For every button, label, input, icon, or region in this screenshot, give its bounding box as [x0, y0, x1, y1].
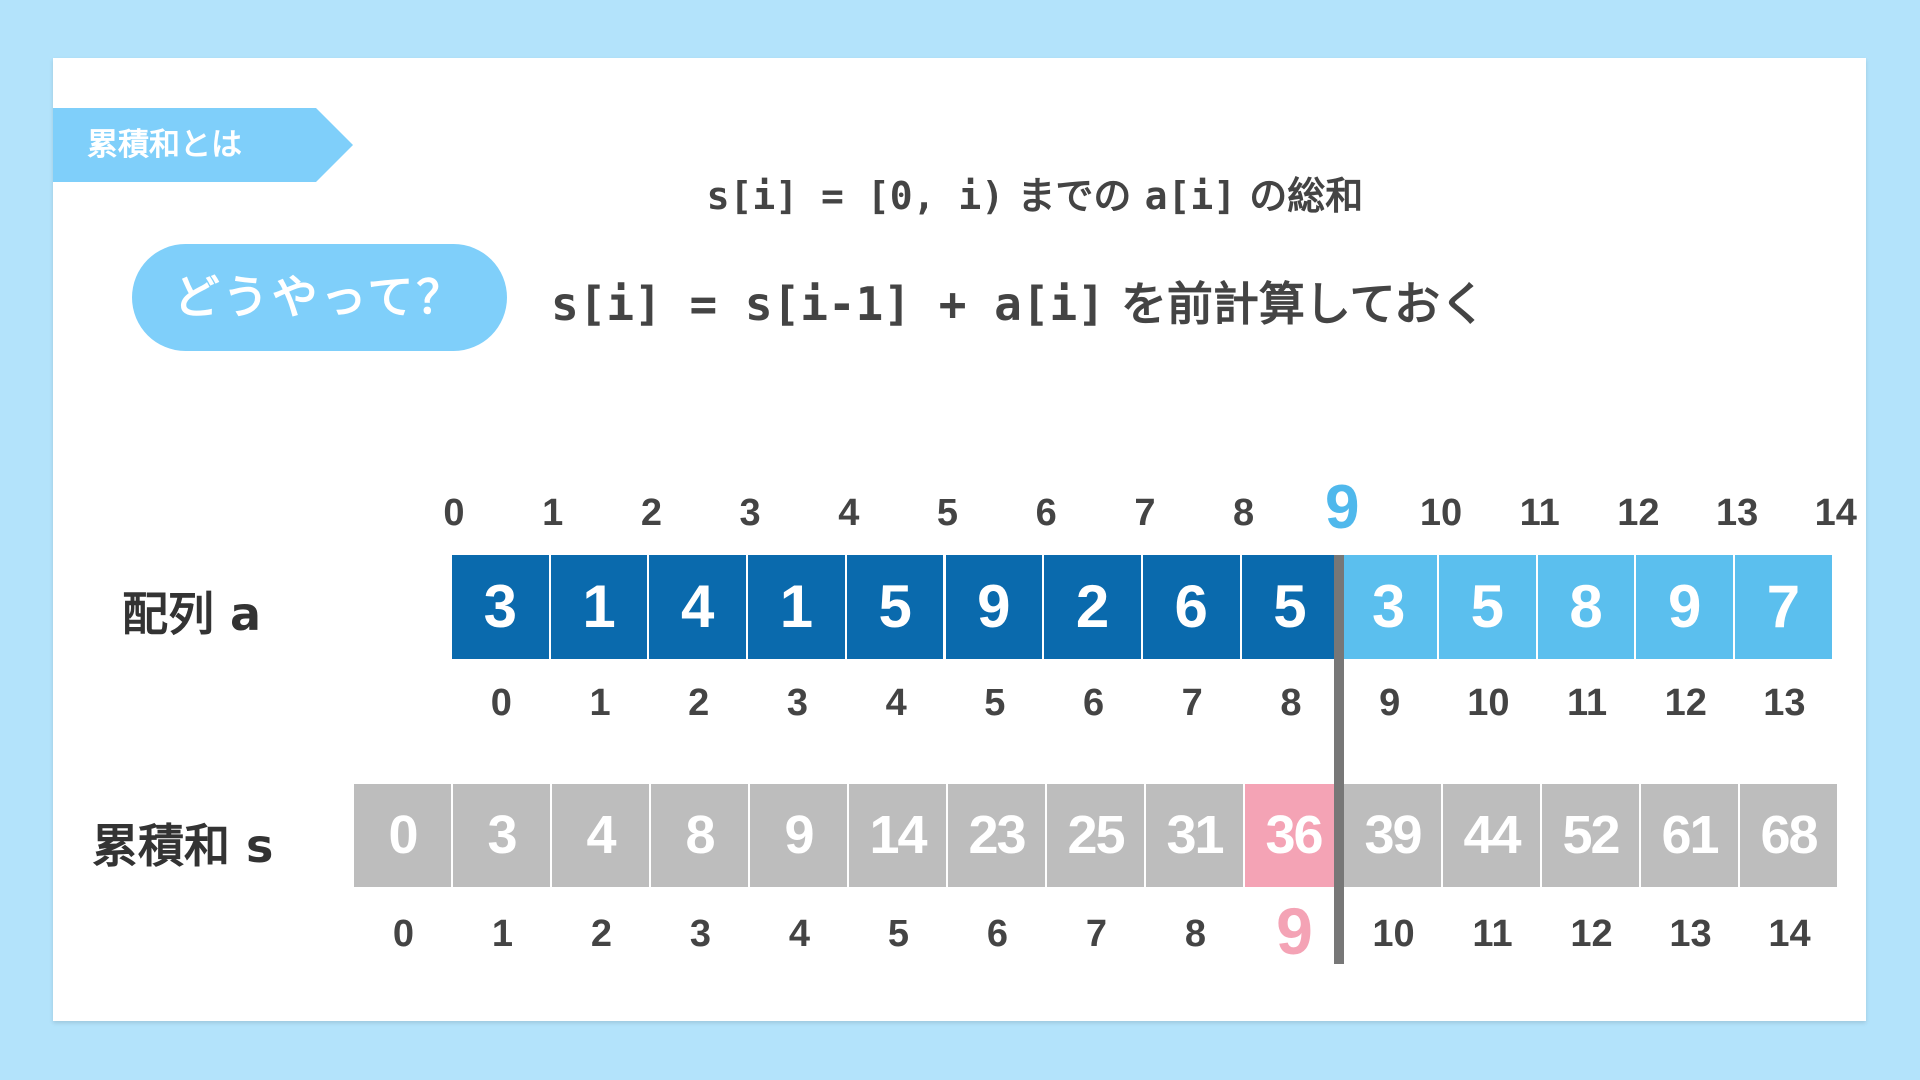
array-s-index: 5 [887, 913, 910, 955]
array-a-boundary-index: 2 [640, 492, 662, 534]
array-a-boundary-index: 14 [1814, 492, 1857, 534]
array-a-index: 4 [885, 682, 907, 724]
array-a-index: 13 [1763, 682, 1806, 724]
array-s-cell: 44 [1443, 784, 1542, 887]
array-a-index: 10 [1467, 682, 1510, 724]
array-s-cell: 14 [849, 784, 948, 887]
definition-line: s[i] = [0, i) までの a[i] の総和 [0, 165, 1920, 220]
array-s-cell: 4 [552, 784, 651, 887]
array-s-index: 2 [590, 913, 613, 955]
array-a-boundary-index: 4 [838, 492, 860, 534]
array-s-cell: 36 [1245, 784, 1344, 887]
array-a-cell: 9 [945, 555, 1045, 659]
array-s-cell: 0 [354, 784, 453, 887]
array-a-index: 2 [688, 682, 710, 724]
array-a-index: 12 [1664, 682, 1707, 724]
array-s-index: 1 [491, 913, 514, 955]
array-a-boundary-index: 12 [1617, 492, 1660, 534]
array-a-boundary-index: 5 [936, 492, 959, 534]
array-a-boundary-index: 7 [1134, 492, 1156, 534]
array-a-cell: 6 [1142, 555, 1242, 659]
section-tag: 累積和とは [53, 108, 353, 182]
array-a-index: 11 [1566, 682, 1608, 724]
array-a-index: 7 [1181, 682, 1203, 724]
array-a-boundary-index: 13 [1715, 492, 1759, 534]
array-a-index: 6 [1082, 682, 1105, 724]
array-a-boundary-index: 9 [1325, 473, 1360, 542]
array-s-index: 13 [1669, 913, 1712, 955]
array-s-cell: 3 [453, 784, 552, 887]
definition-text1: までの [1004, 174, 1145, 218]
array-s-index: 9 [1276, 894, 1313, 968]
array-s-index: 12 [1570, 913, 1613, 955]
array-s-cell: 23 [948, 784, 1047, 887]
array-s-index: 11 [1472, 913, 1513, 955]
array-a-cell: 3 [1340, 555, 1439, 659]
recurrence-line: s[i] = s[i-1] + a[i] を前計算しておく [551, 268, 1486, 334]
definition-term: a[i] [1144, 174, 1237, 218]
array-s-label: 累積和 s [92, 819, 274, 873]
array-a-cell: 5 [1241, 555, 1341, 659]
recurrence-text: を前計算しておく [1104, 277, 1487, 331]
array-s-index: 14 [1768, 913, 1811, 955]
array-s-index: 3 [689, 913, 712, 955]
array-a-index: 0 [490, 682, 512, 724]
array-a-index: 3 [786, 682, 808, 724]
array-s-index: 8 [1184, 913, 1207, 955]
array-a-cell: 7 [1735, 555, 1834, 659]
array-a-boundary-index: 6 [1035, 492, 1057, 534]
array-a-boundary-index: 10 [1419, 492, 1463, 534]
array-a-boundary-index: 3 [739, 492, 761, 534]
array-s-index: 10 [1372, 913, 1415, 955]
array-a-boundary-index: 0 [443, 492, 465, 534]
array-a-cell: 1 [550, 555, 650, 659]
section-tag-label: 累積和とは [87, 127, 242, 163]
array-a-cell: 2 [1044, 555, 1143, 659]
array-s-cell: 61 [1641, 784, 1740, 887]
array-s-cell: 39 [1344, 784, 1443, 887]
array-a-cell: 5 [1439, 555, 1538, 659]
array-a-index: 9 [1379, 682, 1401, 724]
array-s-cell: 9 [750, 784, 849, 887]
array-s-index: 7 [1085, 913, 1108, 955]
array-s-index: 0 [392, 913, 415, 955]
array-s-index: 4 [788, 913, 811, 955]
array-s-index: 6 [986, 913, 1009, 955]
how-pill: どうやって？ [132, 244, 507, 351]
array-a-index: 5 [984, 682, 1006, 724]
array-a-cell: 5 [846, 555, 946, 659]
recurrence-formula: s[i] = s[i-1] + a[i] [551, 277, 1105, 331]
definition-text2: の総和 [1236, 174, 1364, 218]
definition-formula: s[i] = [0, i) [706, 174, 1005, 218]
divider-line [1334, 555, 1344, 964]
array-a-cell: 4 [649, 555, 749, 659]
array-s-cell: 31 [1146, 784, 1245, 887]
array-a-boundary-index: 11 [1519, 492, 1560, 534]
array-a-index: 1 [589, 682, 611, 724]
array-s-cell: 68 [1740, 784, 1839, 887]
array-s-cell: 25 [1047, 784, 1146, 887]
array-a-boundary-index: 8 [1233, 492, 1255, 534]
array-a-cell: 1 [748, 555, 847, 659]
array-s-cell: 8 [651, 784, 750, 887]
array-s-cell: 52 [1542, 784, 1641, 887]
array-a-cell: 8 [1537, 555, 1637, 659]
array-a-index: 8 [1280, 682, 1302, 724]
array-a-cell: 9 [1636, 555, 1736, 659]
array-a-boundary-index: 1 [542, 492, 564, 534]
array-a-label: 配列 a [122, 587, 262, 641]
array-a-cell: 3 [452, 555, 551, 659]
